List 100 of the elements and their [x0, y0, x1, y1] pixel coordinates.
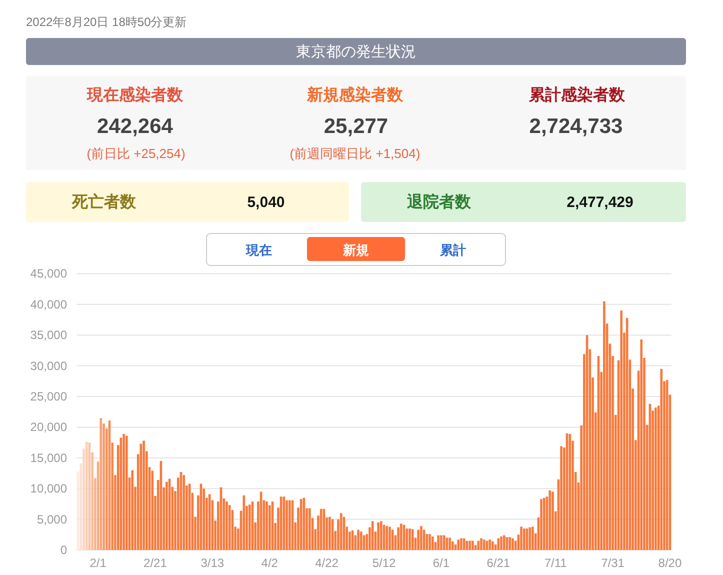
text: 新規 — [342, 242, 369, 257]
text: 現在 — [245, 242, 272, 257]
bar — [166, 482, 168, 550]
bar — [497, 538, 500, 550]
bar — [500, 536, 502, 550]
bar — [488, 540, 491, 550]
bar — [417, 530, 420, 550]
bar — [388, 526, 391, 550]
bar — [142, 440, 145, 550]
bar — [328, 516, 331, 550]
bar — [528, 527, 531, 550]
x-tick-label: 6/1 — [432, 556, 450, 570]
bar — [552, 492, 554, 550]
text: 累計感染者数 — [528, 86, 626, 104]
bar — [122, 434, 125, 550]
text: 東京都の発生状況 — [296, 43, 416, 60]
y-tick-label: 40,000 — [30, 297, 68, 312]
bar — [468, 540, 471, 550]
bar — [94, 478, 96, 550]
bar — [400, 524, 402, 550]
bar — [226, 501, 228, 550]
text: 退院者数 — [406, 192, 472, 210]
x-tick-label: 7/11 — [544, 556, 568, 570]
bar — [126, 436, 128, 550]
text: 死亡者数 — [71, 192, 137, 210]
bar — [603, 301, 606, 550]
bar — [540, 499, 542, 550]
bar — [457, 540, 460, 550]
bar — [508, 537, 511, 550]
y-tick-label: 45,000 — [30, 266, 68, 281]
bar — [85, 442, 88, 550]
x-tick-label: 2/21 — [144, 556, 168, 570]
x-tick-label: 8/20 — [658, 556, 682, 570]
text: 現在感染者数 — [86, 86, 184, 104]
bar — [502, 535, 506, 550]
bar — [437, 535, 440, 550]
bar — [480, 538, 482, 550]
y-tick-label: 25,000 — [30, 390, 68, 404]
text: 2,724,733 — [529, 114, 623, 138]
text: 新規感染者数 — [306, 86, 404, 104]
y-tick-label: 20,000 — [30, 420, 68, 434]
bar — [560, 446, 562, 550]
bar — [660, 368, 663, 550]
bar — [377, 522, 380, 550]
bar — [543, 498, 546, 550]
y-tick-label: 5,000 — [36, 512, 68, 526]
y-tick-label: 30,000 — [30, 358, 68, 373]
bar — [380, 521, 382, 550]
bar — [242, 495, 246, 550]
bar — [248, 504, 251, 550]
text: 242,264 — [97, 114, 174, 138]
bar — [472, 540, 474, 550]
bar — [406, 528, 408, 550]
text: (前日比 +25,254) — [86, 146, 186, 160]
bar — [440, 535, 442, 550]
bar — [460, 538, 462, 550]
bar — [340, 513, 342, 550]
bar — [568, 434, 572, 550]
bar — [408, 528, 411, 550]
y-tick-label: 15,000 — [30, 450, 68, 465]
x-tick-label: 4/22 — [315, 556, 339, 570]
bar — [420, 526, 422, 550]
bar — [131, 470, 134, 550]
text: (前週同曜日比 +1,504) — [290, 146, 420, 160]
bar — [288, 500, 291, 550]
bar — [654, 408, 657, 550]
text: 5,040 — [247, 194, 285, 210]
x-tick-label: 5/12 — [372, 556, 396, 570]
y-tick-label: 0 — [60, 543, 68, 557]
bar — [268, 505, 271, 550]
bar — [666, 380, 668, 550]
bar — [522, 528, 526, 550]
bar — [532, 526, 534, 550]
x-tick-label: 4/2 — [261, 556, 278, 570]
bar — [492, 541, 494, 550]
bar — [520, 526, 522, 550]
text: 累計 — [439, 242, 466, 257]
bar — [397, 527, 400, 550]
bar — [286, 500, 288, 550]
bar — [386, 526, 388, 550]
bar — [308, 508, 311, 550]
bar — [357, 530, 360, 550]
x-tick-label: 3/13 — [200, 556, 224, 570]
bar — [477, 540, 480, 550]
bar — [151, 470, 154, 550]
bar — [91, 452, 94, 550]
bar — [82, 448, 85, 550]
text: 2,477,429 — [566, 194, 634, 210]
bar — [512, 538, 514, 550]
bar — [360, 532, 362, 550]
bar — [640, 339, 643, 550]
y-tick-label: 35,000 — [30, 328, 68, 342]
text: 25,277 — [324, 114, 388, 138]
text: 2022年8月20日 18時50分更新 — [26, 15, 187, 29]
x-tick-label: 7/31 — [601, 556, 625, 570]
bar — [182, 475, 185, 550]
y-tick-label: 10,000 — [30, 482, 68, 496]
bar — [428, 534, 431, 550]
bar — [548, 490, 552, 550]
bar — [620, 310, 622, 550]
